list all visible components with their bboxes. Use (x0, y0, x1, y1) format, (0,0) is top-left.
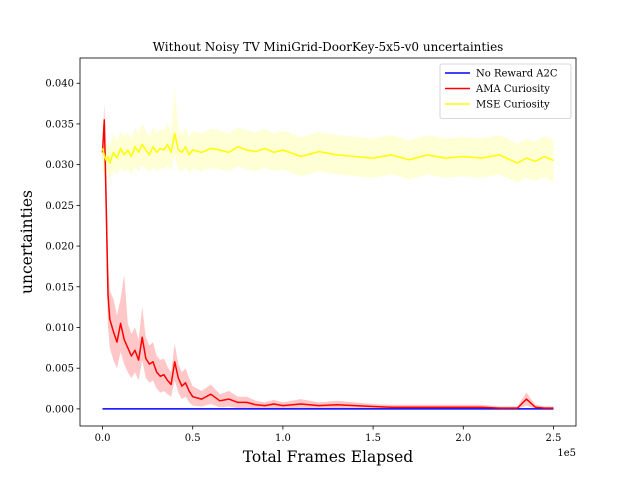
y-tick-label: 0.040 (45, 79, 74, 90)
x-tick-label: 2.0 (455, 433, 471, 444)
chart-title: Without Noisy TV MiniGrid-DoorKey-5x5-v0… (153, 40, 504, 54)
x-axis-offset-text: 1e5 (557, 448, 576, 459)
y-tick-label: 0.010 (45, 323, 74, 334)
series-lines (101, 119, 554, 410)
mse-curiosity-line (101, 132, 554, 164)
x-axis-label: Total Frames Elapsed (243, 448, 414, 466)
y-tick-label: 0.030 (45, 160, 74, 171)
ama-curiosity-line (101, 119, 554, 409)
x-tick-label: 1.0 (275, 433, 291, 444)
legend-label-mse-curiosity: MSE Curiosity (476, 100, 550, 111)
x-tick-label: 1.5 (365, 433, 381, 444)
x-tick-label: 0.0 (95, 433, 111, 444)
legend: No Reward A2C AMA Curiosity MSE Curiosity (439, 63, 572, 119)
ama-curiosity-band (102, 103, 554, 409)
y-tick-label: 0.035 (45, 119, 74, 130)
y-axis-label: uncertainties (18, 190, 36, 294)
y-tick-label: 0.020 (45, 242, 74, 253)
y-tick-label: 0.005 (45, 364, 74, 375)
y-tick-label: 0.025 (45, 201, 74, 212)
x-tick-label: 0.5 (185, 433, 201, 444)
mse-curiosity-band (102, 87, 554, 183)
plot-frame (79, 57, 577, 427)
x-axis-ticks: 0.0 0.5 1.0 1.5 2.0 2.5 (95, 426, 562, 444)
confidence-bands (102, 87, 554, 409)
y-tick-label: 0.015 (45, 282, 74, 293)
legend-label-no-reward-a2c: No Reward A2C (476, 69, 558, 80)
legend-box (439, 63, 572, 119)
y-tick-label: 0.000 (45, 404, 74, 415)
y-axis-ticks: 0.000 0.005 0.010 0.015 0.020 0.025 0.030 0.035… (45, 79, 80, 415)
legend-label-ama-curiosity: AMA Curiosity (475, 84, 550, 95)
x-tick-label: 2.5 (546, 433, 562, 444)
